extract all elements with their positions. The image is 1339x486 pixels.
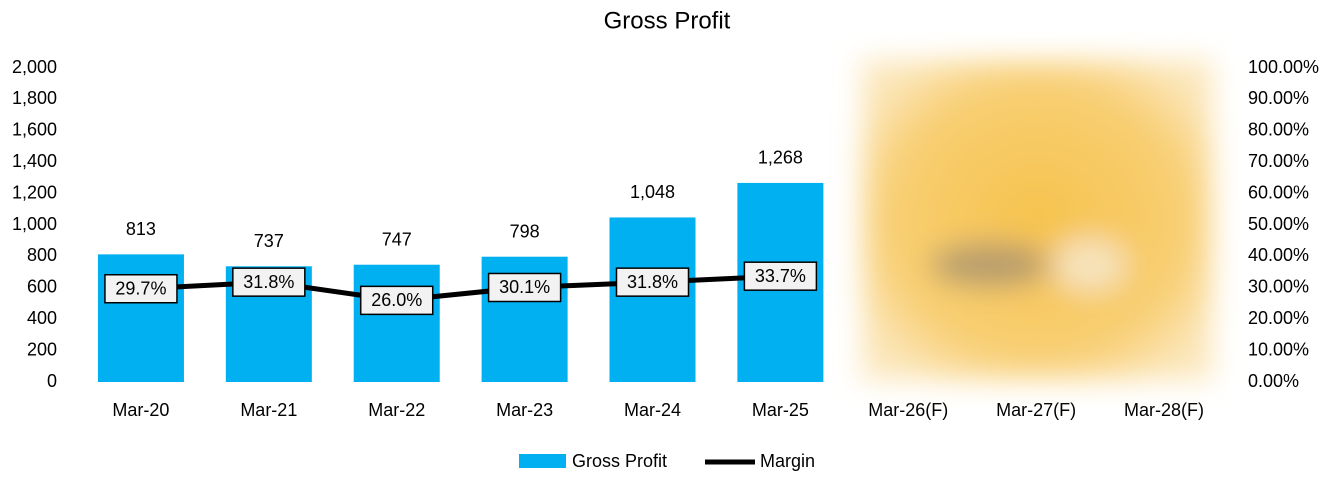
y-tick-label: 1,000 [12,214,57,234]
x-tick-label: Mar-28(F) [1124,400,1204,420]
legend-label: Margin [760,451,815,471]
data-label: 29.7% [115,278,166,298]
y2-tick-label: 80.00% [1248,120,1309,140]
y-tick-label: 1,400 [12,151,57,171]
y-tick-label: 800 [27,245,57,265]
x-tick-label: Mar-22 [368,400,425,420]
y-tick-label: 200 [27,339,57,359]
x-tick-label: Mar-23 [496,400,553,420]
bar [609,217,696,382]
label-box [743,261,818,291]
x-tick-label: Mar-24 [624,400,681,420]
data-label-box: 30.1% [487,272,562,303]
x-tick-label: Mar-25 [752,400,809,420]
y2-tick-label: 50.00% [1248,214,1309,234]
y2-tick-label: 40.00% [1248,245,1309,265]
data-label-box: 31.8% [232,267,306,297]
data-label-box: 26.0% [359,285,434,316]
y-tick-label: 1,600 [12,120,57,140]
data-label: 30.1% [499,277,550,297]
y-tick-label: 600 [27,277,57,297]
label-box [232,267,306,297]
x-tick-label: Mar-27(F) [996,400,1076,420]
x-tick-label: Mar-20 [112,400,169,420]
y2-tick-label: 20.00% [1248,308,1309,328]
label-box [359,285,434,316]
data-label: 31.8% [627,272,678,292]
data-label: 798 [510,221,540,241]
plot-area: 0 200 400 600 800 1,000 1,200 1,400 1,600 1,800 2,… [12,57,1319,420]
y-tick-label: 2,000 [12,57,57,77]
x-tick-label: Mar-21 [240,400,297,420]
chart-title: Gross Profit [604,7,731,34]
data-label: 813 [126,219,156,239]
legend: Gross Profit Margin [519,451,815,471]
y2-tick-label: 70.00% [1248,151,1309,171]
y-tick-label: 400 [27,308,57,328]
data-label: 747 [382,229,412,249]
y2-tick-label: 60.00% [1248,182,1309,202]
legend-swatch [519,454,566,468]
data-label-box: 33.7% [743,261,818,291]
data-label: 1,268 [758,148,803,168]
label-box [615,267,690,297]
bar [97,254,184,382]
y2-tick-label: 0.00% [1248,371,1299,391]
y2-tick-label: 100.00% [1248,57,1319,77]
y-tick-label: 0 [47,371,57,391]
label-box [104,273,178,304]
y2-tick-label: 90.00% [1248,88,1309,108]
data-label-box: 31.8% [615,267,690,297]
redaction [862,60,1212,380]
legend-label: Gross Profit [572,451,667,471]
data-label: 31.8% [243,272,294,292]
data-label: 1,048 [630,182,675,202]
label-box [487,272,562,303]
bar [353,264,440,382]
data-label: 737 [254,231,284,251]
y2-tick-label: 30.00% [1248,277,1309,297]
y2-tick-label: 10.00% [1248,339,1309,359]
y-tick-label: 1,800 [12,88,57,108]
x-tick-label: Mar-26(F) [868,400,948,420]
data-label: 26.0% [371,290,422,310]
data-label-box: 29.7% [104,273,178,304]
y-tick-label: 1,200 [12,182,57,202]
data-label: 33.7% [755,266,806,286]
